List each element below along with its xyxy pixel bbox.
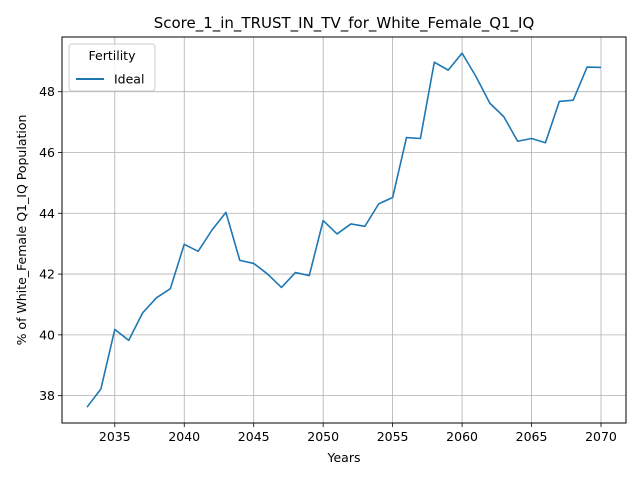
x-tick-label: 2065 <box>516 429 548 444</box>
y-tick-label: 48 <box>39 84 55 99</box>
x-tick-label: 2045 <box>238 429 270 444</box>
x-tick-label: 2055 <box>377 429 409 444</box>
y-tick-label: 46 <box>39 145 55 160</box>
x-axis: 2035 2040 2045 2050 2055 2060 2065 2070 <box>99 423 617 444</box>
y-axis-label: % of White_Female Q1_IQ Population <box>14 115 29 346</box>
legend-title: Fertility <box>89 48 137 63</box>
series-layer <box>86 52 602 408</box>
legend: Fertility Ideal <box>68 43 156 92</box>
x-tick-label: 2060 <box>446 429 478 444</box>
x-tick-label: 2035 <box>99 429 131 444</box>
x-tick-label: 2050 <box>307 429 339 444</box>
grid-lines <box>62 37 626 423</box>
y-tick-label: 40 <box>39 327 55 342</box>
y-tick-label: 44 <box>39 206 55 221</box>
x-tick-label: 2070 <box>585 429 617 444</box>
x-axis-label: Years <box>327 450 361 465</box>
series-line-ideal <box>86 52 602 408</box>
y-axis: 38 40 42 44 46 48 <box>39 84 62 403</box>
y-tick-label: 42 <box>39 267 55 282</box>
x-tick-label: 2040 <box>168 429 200 444</box>
y-tick-label: 38 <box>39 388 55 403</box>
legend-label-ideal: Ideal <box>114 72 144 87</box>
plot-frame <box>61 36 627 424</box>
chart-title: Score_1_in_TRUST_IN_TV_for_White_Female_… <box>154 14 535 33</box>
